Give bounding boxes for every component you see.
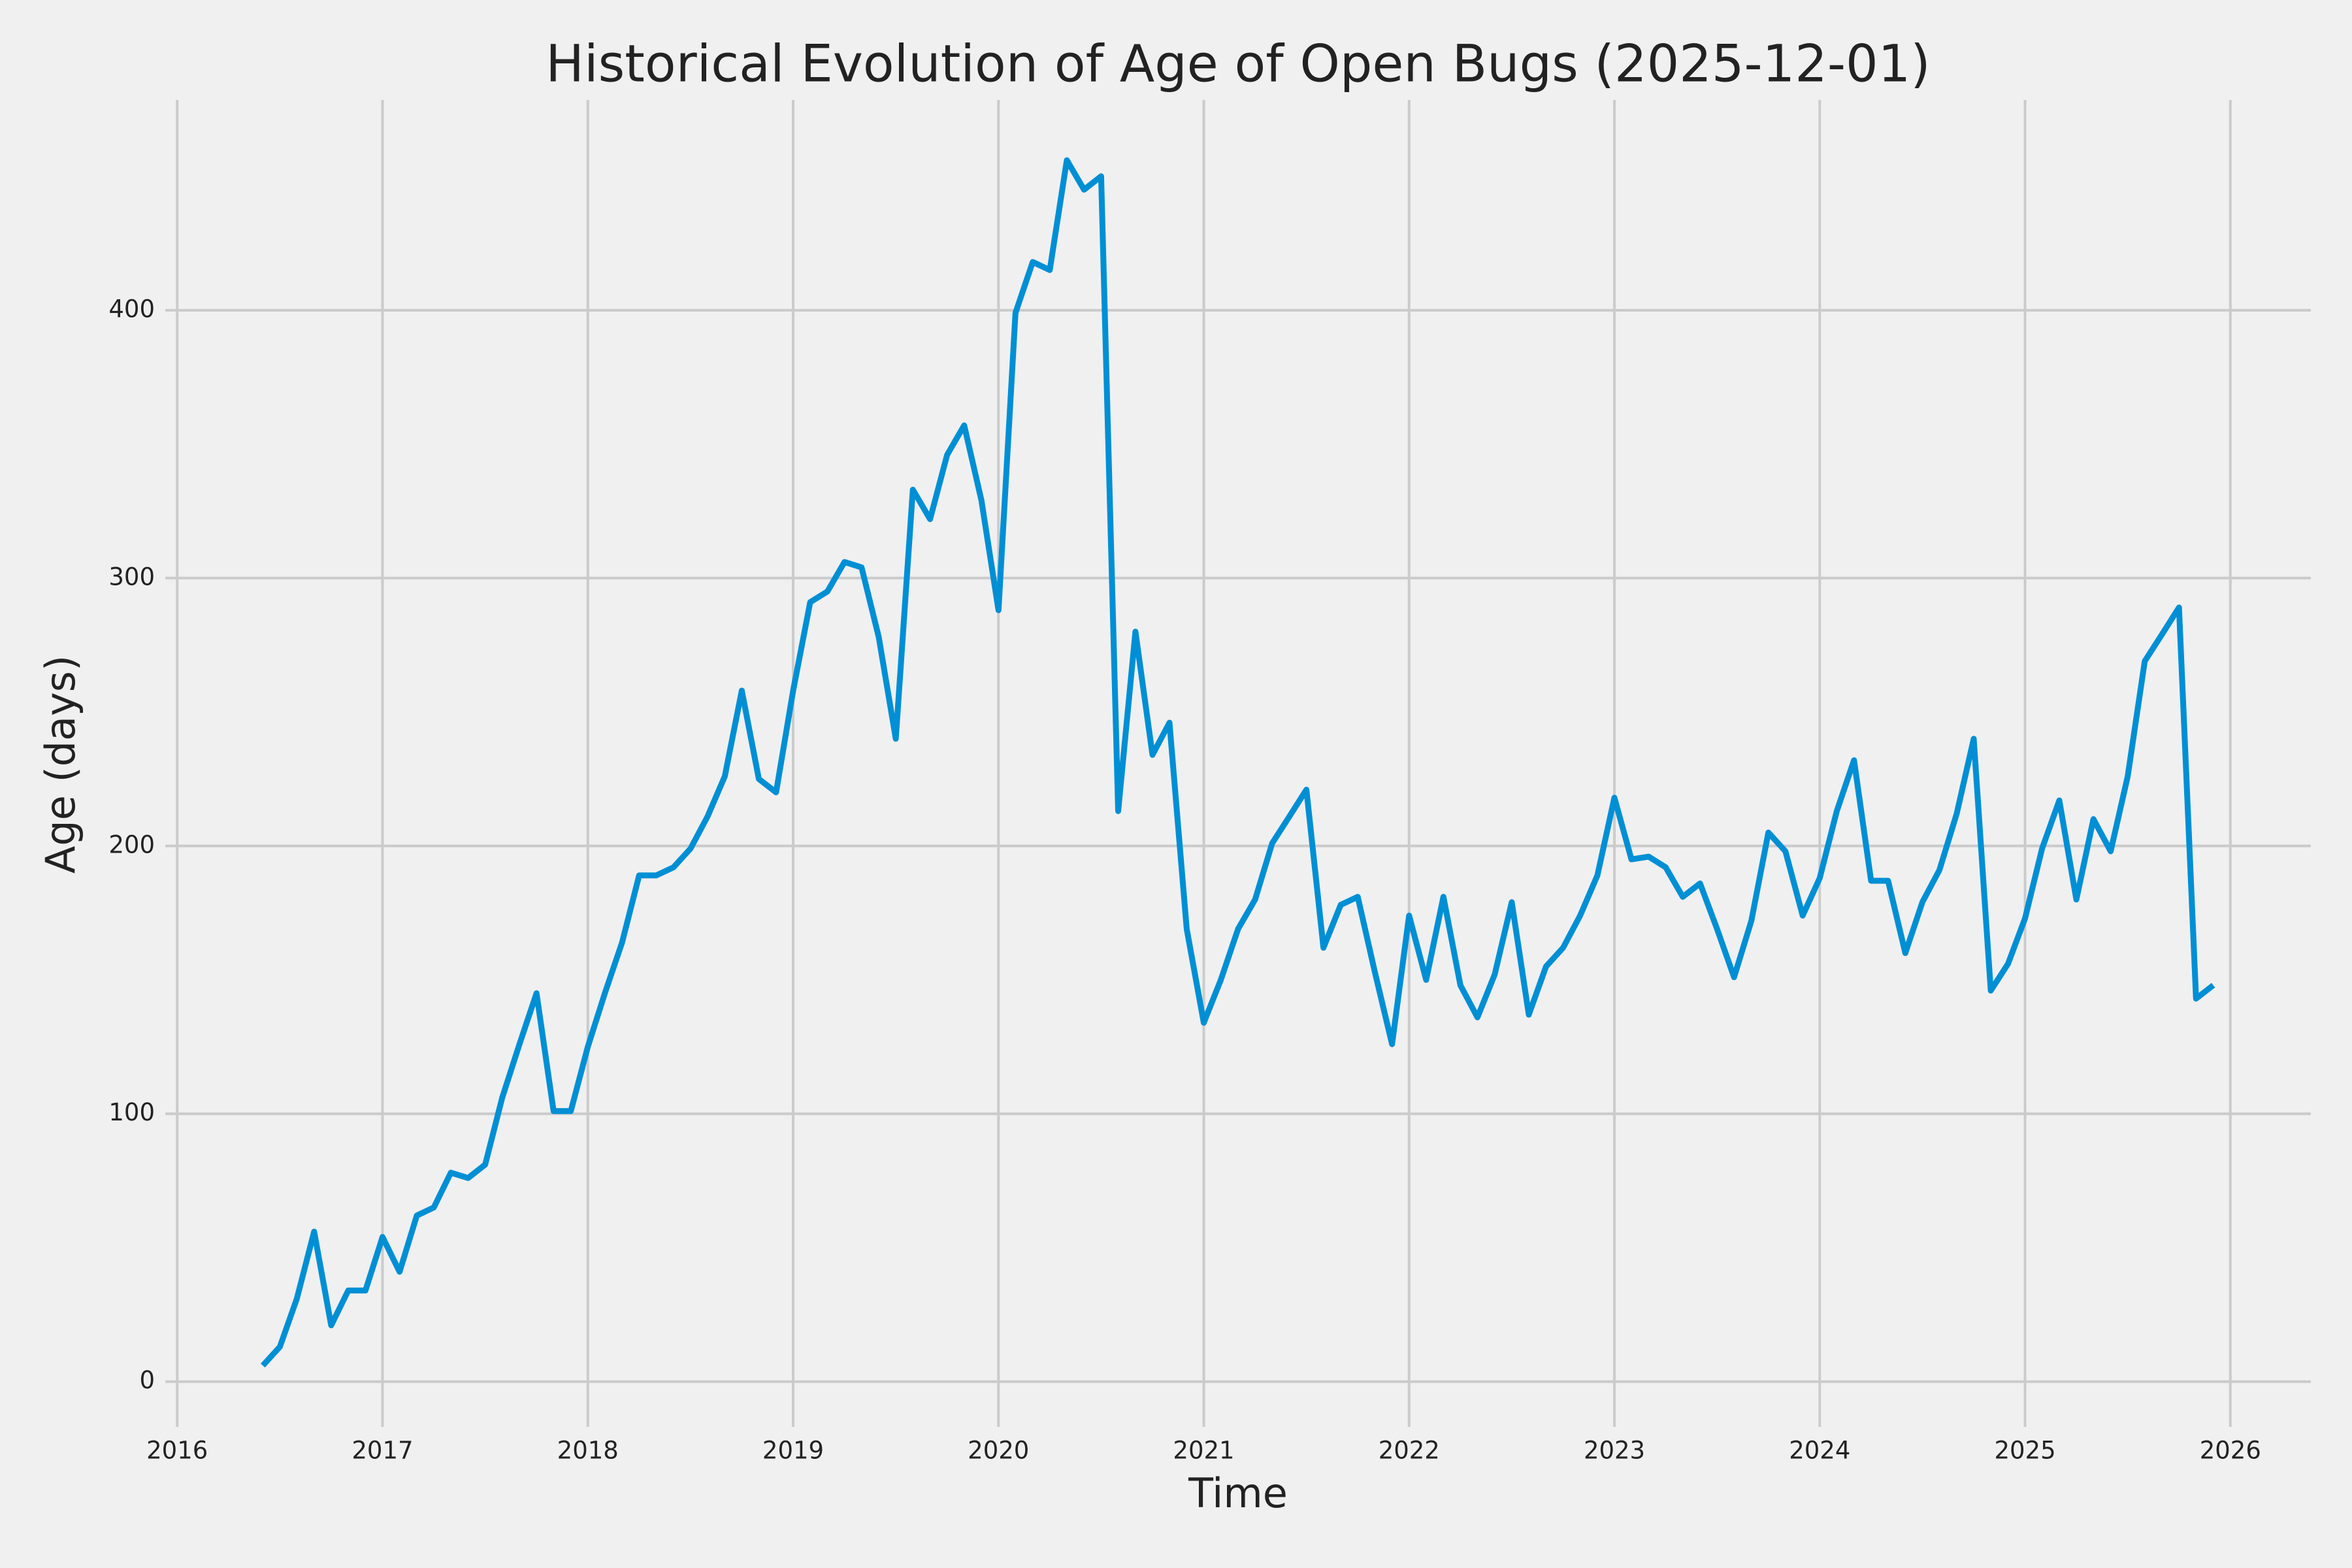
data-line xyxy=(260,157,2215,1368)
grid xyxy=(165,100,2311,1427)
x-tick-label: 2026 xyxy=(2200,1437,2261,1465)
x-tick-label: 2023 xyxy=(1584,1437,1645,1465)
x-tick-label: 2024 xyxy=(1789,1437,1850,1465)
x-tick-label: 2018 xyxy=(557,1437,619,1465)
x-tick-label: 2016 xyxy=(146,1437,208,1465)
y-tick-label: 200 xyxy=(108,830,155,858)
chart-title: Historical Evolution of Age of Open Bugs… xyxy=(546,35,1930,93)
x-axis-label: Time xyxy=(1188,1469,1288,1517)
y-tick-label: 0 xyxy=(139,1366,155,1394)
x-tick-label: 2022 xyxy=(1379,1437,1440,1465)
x-tick-label: 2021 xyxy=(1173,1437,1234,1465)
y-tick-label: 100 xyxy=(108,1098,155,1126)
y-tick-label: 400 xyxy=(108,295,155,323)
y-tick-label: 300 xyxy=(108,563,155,591)
x-tick-label: 2019 xyxy=(762,1437,824,1465)
x-tick-label: 2017 xyxy=(351,1437,413,1465)
x-tick-label: 2025 xyxy=(1994,1437,2055,1465)
y-axis-label: Age (days) xyxy=(37,655,84,874)
x-tick-label: 2020 xyxy=(968,1437,1029,1465)
